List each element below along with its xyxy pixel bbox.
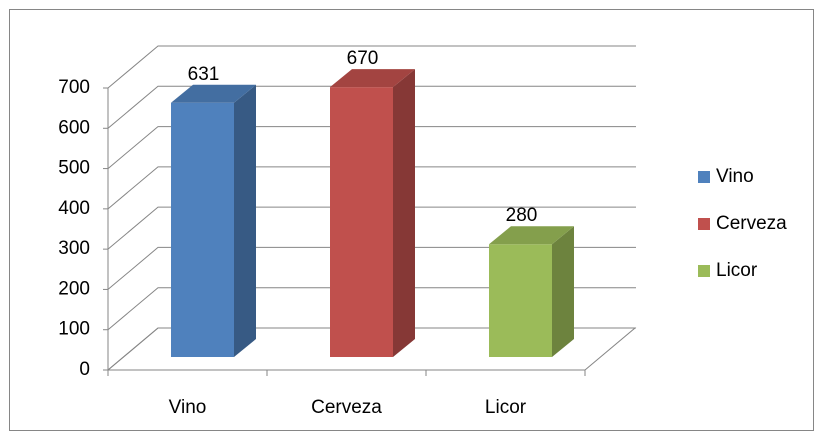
grid-line bbox=[107, 287, 636, 331]
bar bbox=[330, 69, 415, 357]
bar-side bbox=[393, 69, 415, 357]
y-tick-label: 100 bbox=[58, 319, 90, 340]
bar-front bbox=[171, 102, 234, 357]
y-tick-label: 200 bbox=[58, 278, 90, 299]
bar-front bbox=[489, 244, 552, 357]
grid-line bbox=[107, 126, 636, 169]
bar-top bbox=[171, 84, 256, 103]
grid-line bbox=[107, 327, 636, 371]
data-label: 631 bbox=[188, 64, 220, 85]
x-tick-label: Vino bbox=[169, 397, 207, 418]
grid-line bbox=[107, 246, 636, 290]
y-tick-label: 500 bbox=[58, 158, 90, 179]
legend-swatch bbox=[698, 265, 710, 277]
bar-top bbox=[330, 69, 415, 88]
data-label: 670 bbox=[347, 48, 379, 69]
bar-front bbox=[330, 87, 393, 357]
bar-side bbox=[234, 84, 256, 357]
grid-line bbox=[107, 45, 636, 89]
bar-side bbox=[552, 226, 574, 357]
x-tick-label: Licor bbox=[485, 397, 527, 418]
grid-line bbox=[107, 85, 636, 129]
y-tick-label: 0 bbox=[79, 359, 90, 380]
legend-swatch bbox=[698, 218, 710, 230]
y-tick-label: 700 bbox=[58, 77, 90, 98]
legend-swatch bbox=[698, 171, 710, 183]
legend-label: Cerveza bbox=[716, 213, 787, 234]
grid-line bbox=[107, 166, 636, 210]
legend-label: Vino bbox=[716, 166, 754, 187]
x-tick-label: Cerveza bbox=[311, 397, 382, 418]
bar bbox=[171, 84, 256, 357]
y-tick-label: 600 bbox=[58, 117, 90, 138]
y-tick-label: 400 bbox=[58, 198, 90, 219]
y-tick-label: 300 bbox=[58, 238, 90, 259]
legend-label: Licor bbox=[716, 260, 758, 281]
bar-top bbox=[489, 226, 574, 245]
bar bbox=[489, 226, 574, 357]
grid-line bbox=[107, 206, 636, 250]
data-label: 280 bbox=[506, 205, 538, 226]
